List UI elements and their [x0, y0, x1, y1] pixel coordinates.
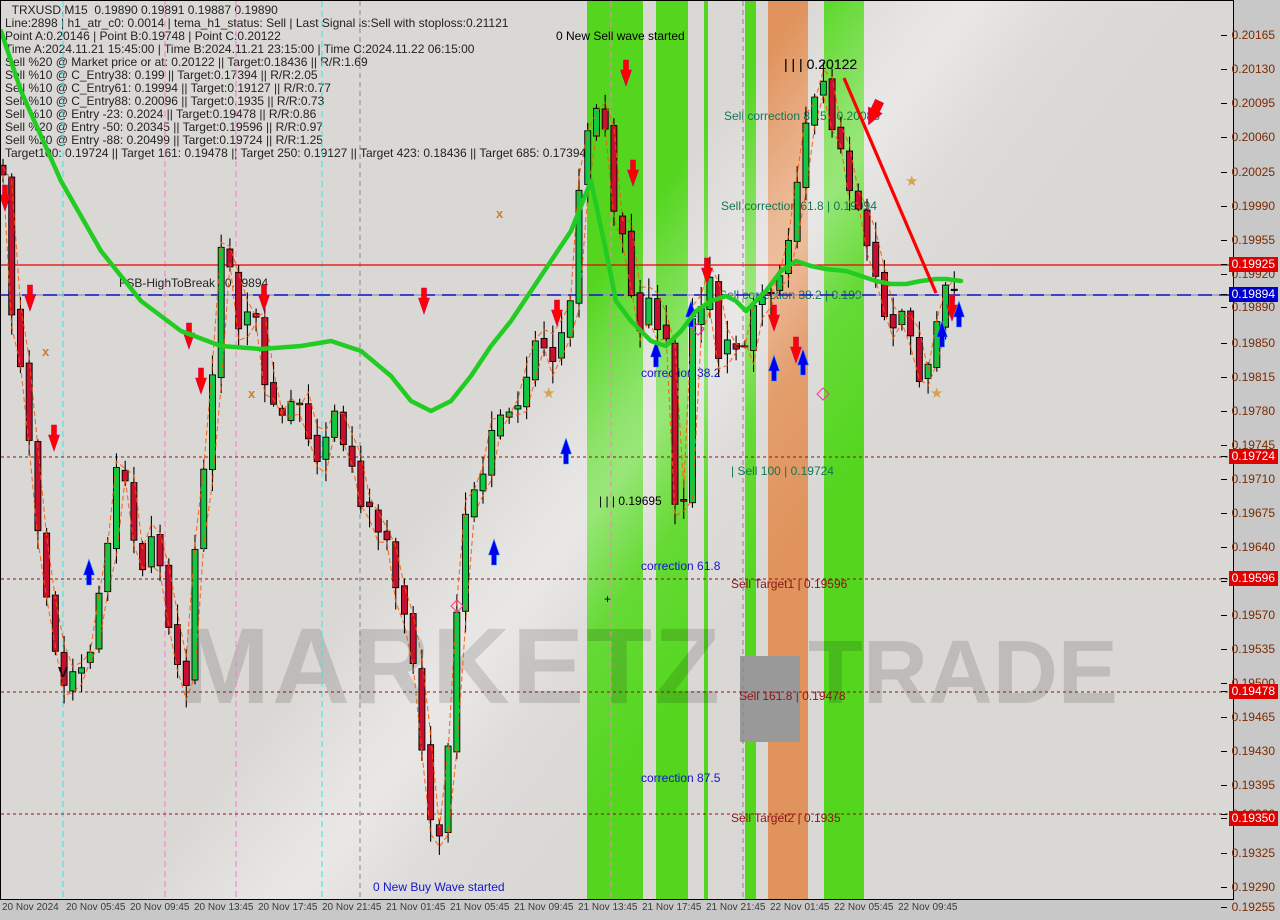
svg-text:x: x [42, 344, 50, 359]
svg-text:x: x [248, 386, 256, 401]
svg-text:x: x [496, 206, 504, 221]
svg-text:V: V [58, 664, 68, 681]
svg-text:★: ★ [930, 385, 943, 402]
svg-text:★: ★ [542, 385, 555, 402]
svg-text:| | | 0.20122: | | | 0.20122 [784, 56, 857, 72]
svg-text:+: + [604, 592, 611, 606]
svg-text:★: ★ [905, 173, 918, 190]
svg-text:+: + [736, 339, 743, 353]
